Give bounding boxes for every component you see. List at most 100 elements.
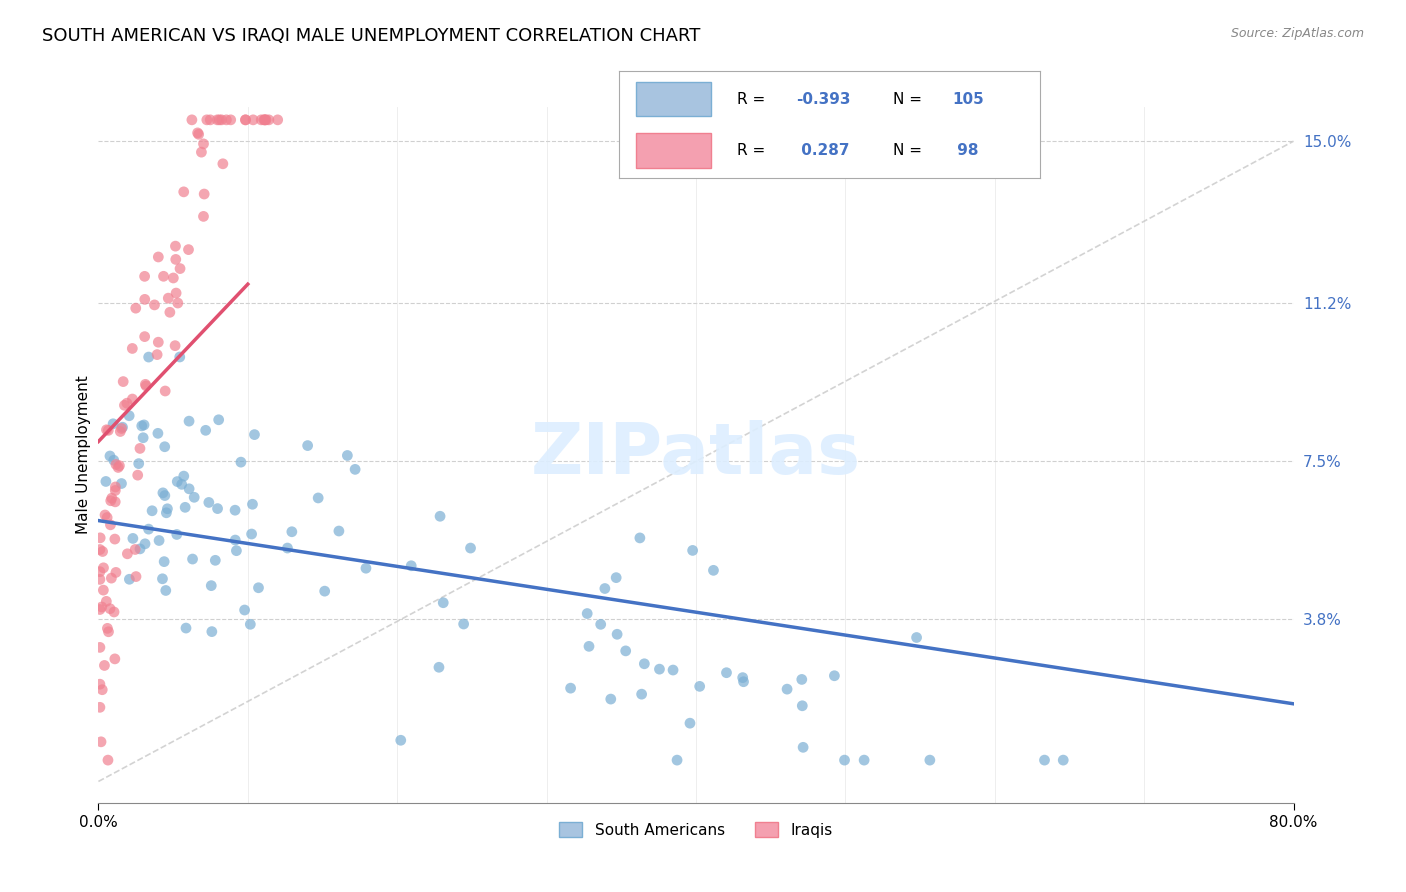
Iraqis — [96, 510, 118, 524]
Iraqis — [153, 384, 176, 398]
Iraqis — [93, 583, 115, 598]
Iraqis — [235, 112, 257, 127]
Text: 105: 105 — [952, 92, 984, 107]
Iraqis — [89, 531, 111, 545]
Iraqis — [165, 252, 187, 267]
South Americans — [702, 563, 724, 577]
Iraqis — [104, 458, 127, 472]
Iraqis — [135, 379, 157, 393]
South Americans — [905, 631, 928, 645]
Iraqis — [157, 291, 180, 305]
Iraqis — [110, 421, 132, 435]
Y-axis label: Male Unemployment: Male Unemployment — [76, 376, 91, 534]
South Americans — [173, 469, 195, 483]
Iraqis — [250, 112, 273, 127]
Iraqis — [235, 112, 257, 127]
South Americans — [633, 657, 655, 671]
South Americans — [560, 681, 582, 695]
Iraqis — [254, 112, 277, 127]
South Americans — [792, 698, 814, 713]
South Americans — [198, 495, 221, 509]
Iraqis — [207, 112, 229, 127]
South Americans — [132, 417, 155, 432]
Iraqis — [193, 187, 215, 202]
South Americans — [834, 753, 856, 767]
South Americans — [328, 524, 350, 538]
Text: R =: R = — [737, 143, 770, 158]
Iraqis — [180, 112, 202, 127]
South Americans — [166, 475, 188, 489]
South Americans — [174, 621, 197, 635]
Iraqis — [148, 250, 170, 264]
South Americans — [134, 537, 156, 551]
South Americans — [389, 733, 412, 747]
South Americans — [141, 504, 163, 518]
South Americans — [152, 572, 174, 586]
South Americans — [110, 476, 132, 491]
Iraqis — [89, 677, 111, 691]
Iraqis — [112, 375, 135, 389]
Iraqis — [96, 594, 118, 608]
South Americans — [281, 524, 304, 539]
South Americans — [427, 660, 450, 674]
South Americans — [208, 413, 231, 427]
Iraqis — [187, 126, 209, 140]
Iraqis — [91, 682, 114, 697]
Text: -0.393: -0.393 — [796, 92, 851, 107]
South Americans — [429, 509, 451, 524]
South Americans — [599, 692, 621, 706]
South Americans — [181, 552, 204, 566]
South Americans — [853, 753, 876, 767]
Iraqis — [134, 329, 156, 343]
South Americans — [153, 440, 176, 454]
South Americans — [132, 431, 155, 445]
Iraqis — [97, 423, 120, 437]
Iraqis — [90, 735, 112, 749]
Iraqis — [187, 128, 209, 142]
South Americans — [790, 673, 813, 687]
Iraqis — [257, 112, 280, 127]
Iraqis — [193, 210, 215, 224]
Iraqis — [91, 544, 114, 558]
Iraqis — [159, 305, 181, 319]
FancyBboxPatch shape — [636, 134, 711, 168]
Iraqis — [169, 261, 191, 276]
South Americans — [648, 662, 671, 676]
South Americans — [605, 571, 627, 585]
South Americans — [194, 423, 217, 437]
South Americans — [204, 553, 226, 567]
Iraqis — [165, 286, 187, 301]
South Americans — [153, 489, 176, 503]
South Americans — [148, 533, 170, 548]
South Americans — [242, 497, 264, 511]
South Americans — [138, 350, 160, 364]
Iraqis — [267, 112, 290, 127]
South Americans — [169, 350, 191, 364]
South Americans — [118, 572, 141, 586]
South Americans — [224, 503, 246, 517]
Iraqis — [94, 508, 117, 522]
South Americans — [98, 449, 121, 463]
South Americans — [103, 453, 125, 467]
South Americans — [792, 740, 814, 755]
Iraqis — [114, 398, 136, 412]
Iraqis — [100, 491, 122, 505]
Iraqis — [212, 157, 235, 171]
South Americans — [146, 426, 169, 441]
South Americans — [152, 486, 174, 500]
South Americans — [129, 541, 152, 556]
Iraqis — [177, 243, 200, 257]
Iraqis — [104, 652, 127, 666]
South Americans — [128, 457, 150, 471]
Iraqis — [104, 566, 127, 580]
Text: N =: N = — [893, 92, 927, 107]
Iraqis — [96, 621, 118, 635]
Text: SOUTH AMERICAN VS IRAQI MALE UNEMPLOYMENT CORRELATION CHART: SOUTH AMERICAN VS IRAQI MALE UNEMPLOYMEN… — [42, 27, 700, 45]
Iraqis — [121, 342, 143, 356]
Iraqis — [121, 392, 143, 406]
Iraqis — [193, 136, 215, 151]
South Americans — [666, 753, 689, 767]
Iraqis — [125, 301, 148, 315]
Iraqis — [93, 561, 115, 575]
Iraqis — [146, 348, 169, 362]
